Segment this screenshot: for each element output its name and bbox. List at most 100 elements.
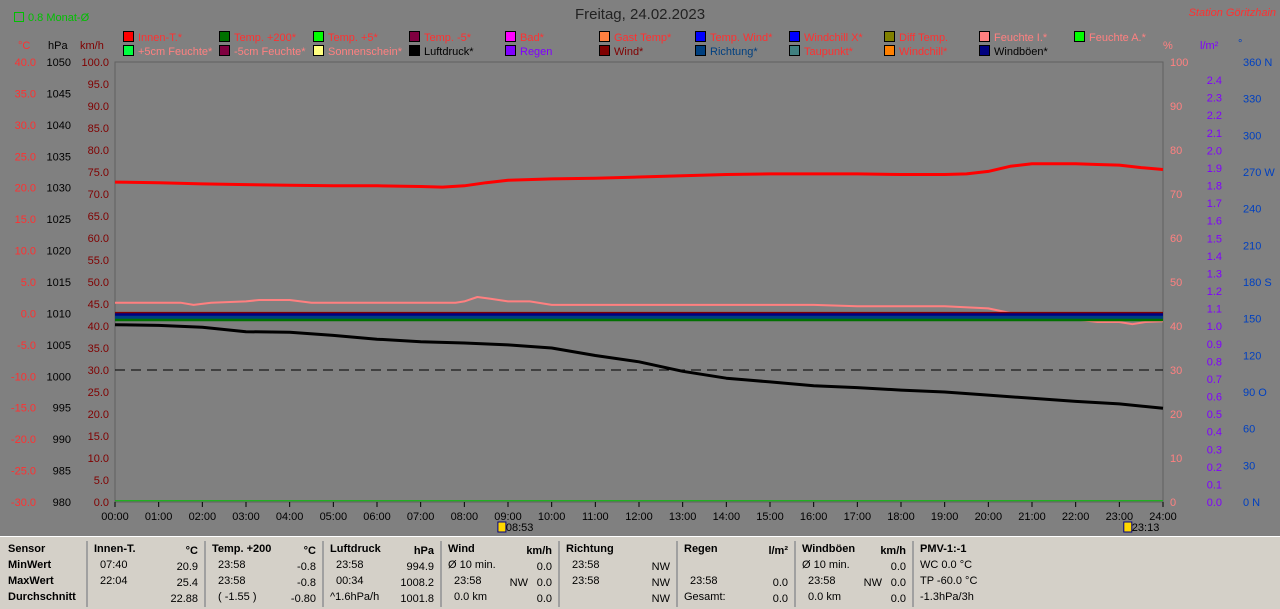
humidity-tick-label: 30 — [1170, 365, 1182, 377]
stats-pmv-dewpoint: TP -60.0 °C — [920, 575, 978, 587]
stats-sensor-title: Sensor — [8, 543, 46, 555]
legend-item[interactable]: Windchill* — [884, 45, 948, 58]
stats-wind-min-label: Ø 10 min. — [448, 559, 496, 571]
pressure-tick-label: 1035 — [47, 151, 71, 163]
chart-title: Freitag, 24.02.2023 — [574, 6, 706, 23]
pressure-tick-label: 1040 — [47, 120, 71, 132]
stats-pmv-trend: -1.3hPa/3h — [920, 591, 974, 603]
legend-item[interactable]: Feuchte I.* — [979, 31, 1048, 44]
rain-tick-label: 1.0 — [1207, 321, 1222, 333]
legend-label: Temp. +5* — [328, 32, 378, 44]
direction-tick-label: 360 N — [1243, 57, 1272, 69]
x-tick-label: 09:00 — [494, 511, 522, 523]
stats-boeen-avg-value: 0.0 — [890, 593, 906, 605]
rain-tick-label: 0.1 — [1207, 479, 1222, 491]
legend-swatch — [599, 31, 610, 42]
legend-item[interactable]: Temp. -5* — [409, 31, 472, 44]
stats-innen-avg-value: 22.88 — [170, 593, 198, 605]
rain-unit: l/m² — [1200, 40, 1219, 52]
stats-richtung-title: Richtung — [566, 543, 614, 555]
humidity-tick-label: 80 — [1170, 145, 1182, 157]
x-tick-label: 10:00 — [538, 511, 566, 523]
humidity-tick-label: 0 — [1170, 497, 1176, 509]
legend-item[interactable]: Diff Temp. — [884, 31, 948, 44]
legend-label: Feuchte A.* — [1089, 32, 1146, 44]
legend-item[interactable]: Feuchte A.* — [1074, 31, 1146, 44]
stats-boeen-max-direction: NW — [863, 577, 882, 589]
legend-item[interactable]: -5cm Feuchte* — [219, 45, 306, 58]
pressure-tick-label: 1015 — [47, 277, 71, 289]
weather-chart: 40.0 35.0 30.0 25.0 20.0 15.0 10.0 5.0 0.0 -5.0 -1… — [11, 57, 1275, 534]
rain-tick-label: 1.2 — [1207, 286, 1222, 298]
legend-item[interactable]: +5cm Feuchte* — [123, 45, 212, 58]
legend-item[interactable]: Innen-T.* — [123, 31, 183, 44]
x-tick-label: 04:00 — [276, 511, 304, 523]
legend-item[interactable]: Wind* — [599, 45, 643, 58]
stats-druck-title: Luftdruck — [330, 543, 381, 555]
stats-regen-title: Regen — [684, 543, 718, 555]
stats-richtung-min-value: NW — [651, 561, 670, 573]
legend-item[interactable]: Regen — [505, 45, 552, 58]
series-line-luftdruck- — [114, 323, 1164, 410]
legend-swatch — [313, 31, 324, 42]
legend-swatch — [219, 31, 230, 42]
stats-regen-max-time: 23:58 — [690, 575, 718, 587]
legend-label: Windchill* — [899, 46, 948, 58]
stats-innen-max-value: 25.4 — [176, 577, 198, 589]
stats-boeen-distance: 0.0 km — [808, 591, 842, 603]
legend-swatch — [884, 31, 895, 42]
legend-label: Taupunkt* — [804, 46, 853, 58]
stats-druck-trend: ^1.6hPa/h — [330, 591, 380, 603]
legend-item[interactable]: Windböen* — [979, 45, 1048, 58]
temp-tick-label: 20.0 — [15, 183, 36, 195]
rain-tick-label: 0.4 — [1207, 427, 1222, 439]
legend-item[interactable]: Richtung* — [695, 45, 758, 58]
checkbox-icon[interactable] — [14, 12, 24, 22]
legend-label: Temp. -5* — [424, 32, 472, 44]
legend-label: Gast Temp* — [614, 32, 672, 44]
legend-swatch — [409, 31, 420, 42]
legend-swatch — [219, 45, 230, 56]
direction-tick-label: 150 — [1243, 314, 1261, 326]
legend-item[interactable]: Bad* — [505, 31, 544, 44]
legend-item[interactable]: Sonnenschein* — [313, 45, 402, 58]
legend-label: Windböen* — [994, 46, 1048, 58]
legend-item[interactable]: Temp. Wind* — [695, 31, 772, 44]
legend-item[interactable]: Luftdruck* — [409, 45, 474, 58]
legend-label: -5cm Feuchte* — [234, 46, 306, 58]
stats-druck-max-time: 00:34 — [336, 575, 364, 587]
stats-boeen-column: Windböen km/h Ø 10 min. 0.0 23:58 NW 0.0… — [798, 541, 914, 607]
month-average-toggle[interactable]: 0.8 Monat-Ø — [14, 12, 89, 24]
legend-item[interactable]: Temp. +200* — [219, 31, 296, 44]
stats-druck-min-value: 994.9 — [406, 561, 434, 573]
legend-item[interactable]: Gast Temp* — [599, 31, 672, 44]
wind-tick-label: 95.0 — [88, 79, 109, 91]
stats-druck-max-value: 1008.2 — [400, 577, 434, 589]
legend-swatch — [505, 45, 516, 56]
stats-avg-label: Durchschnitt — [8, 591, 76, 603]
pressure-tick-label: 1010 — [47, 308, 71, 320]
humidity-tick-label: 10 — [1170, 453, 1182, 465]
temp-unit: °C — [18, 40, 31, 52]
temp-tick-label: -25.0 — [11, 466, 36, 478]
x-tick-label: 15:00 — [756, 511, 784, 523]
legend-label: Innen-T.* — [138, 32, 183, 44]
stats-pmv-windchill: WC 0.0 °C — [920, 559, 973, 571]
temp-tick-label: 0.0 — [21, 308, 36, 320]
legend-swatch — [123, 45, 134, 56]
stats-richtung-max-time: 23:58 — [572, 575, 600, 587]
stats-temp200-avg-label: ( -1.55 ) — [218, 591, 257, 603]
legend-item[interactable]: Taupunkt* — [789, 45, 853, 58]
wind-tick-label: 100.0 — [81, 57, 109, 69]
stats-wind-avg-value: 0.0 — [536, 593, 552, 605]
legend-label: Feuchte I.* — [994, 32, 1048, 44]
wind-tick-label: 5.0 — [94, 475, 109, 487]
stats-innen-column: Innen-T. °C 07:40 20.9 22:04 25.4 22.88 — [90, 541, 206, 607]
rain-tick-label: 1.9 — [1207, 163, 1222, 175]
wind-tick-label: 80.0 — [88, 145, 109, 157]
pressure-tick-label: 1005 — [47, 340, 71, 352]
legend-item[interactable]: Temp. +5* — [313, 31, 378, 44]
stats-innen-title: Innen-T. — [94, 543, 136, 555]
statistics-panel: Sensor MinWert MaxWert Durchschnitt Inne… — [0, 536, 1280, 609]
legend-item[interactable]: Windchill X* — [789, 31, 863, 44]
